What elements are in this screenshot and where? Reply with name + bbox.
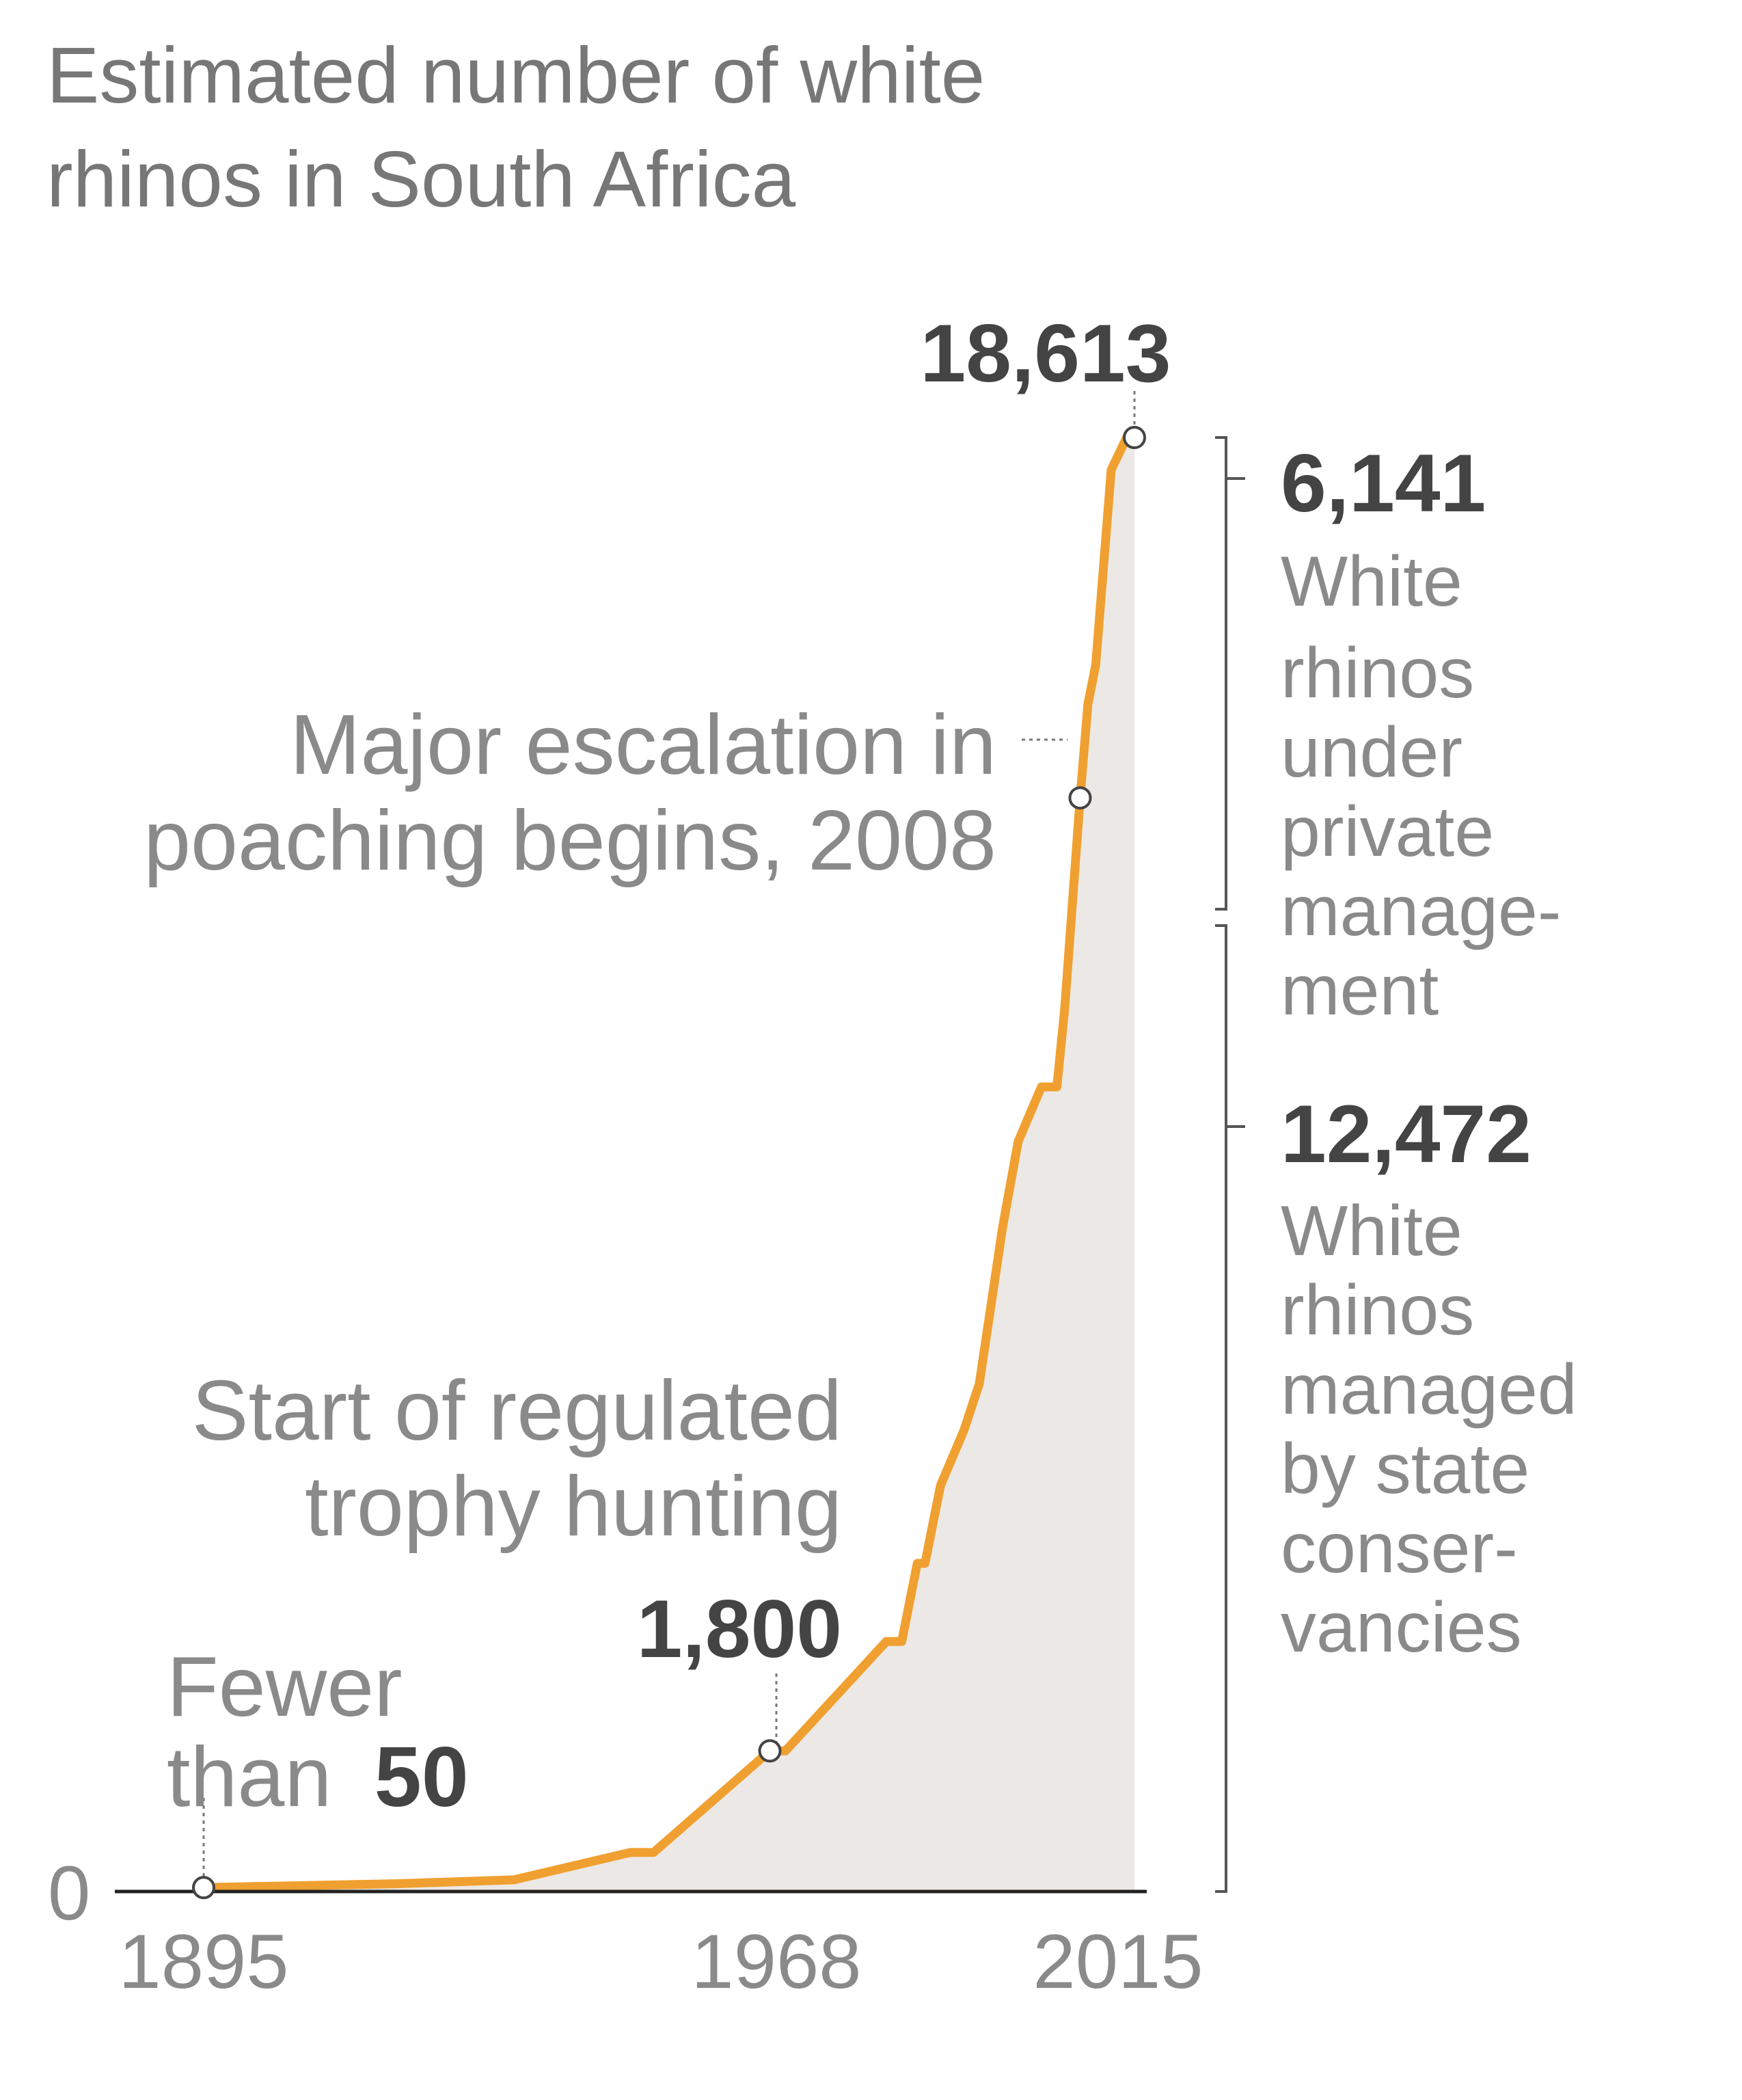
breakdown-private-line-1: White: [1281, 542, 1462, 621]
breakdown-private-line-6: ment: [1281, 951, 1439, 1030]
breakdown-state-line-5: conser-: [1281, 1509, 1518, 1588]
x-tick-label-1895: 1895: [118, 1919, 288, 2004]
annotation-poaching-line-1: Major escalation in: [290, 698, 996, 792]
breakdown-private-line-3: under: [1281, 713, 1462, 792]
chart-title-line-2: rhinos in South Africa: [46, 135, 796, 224]
breakdown-private-line-2: rhinos: [1281, 634, 1474, 713]
annotation-hunting-line-1: Start of regulated: [192, 1364, 842, 1458]
marker-poaching-point: [1068, 786, 1092, 810]
breakdown-private-line-5: manage-: [1281, 872, 1561, 951]
annotation-start-line-2: than 50: [167, 1730, 469, 1825]
chart-title-line-1: Estimated number of white: [46, 31, 985, 120]
breakdown-state-line-2: rhinos: [1281, 1271, 1474, 1350]
breakdown-state-line-1: White: [1281, 1192, 1462, 1271]
annotation-poaching-line-2: poaching begins, 2008: [144, 794, 996, 888]
x-tick-label-1968: 1968: [691, 1919, 861, 2004]
breakdown-private-value: 6,141: [1281, 438, 1486, 529]
breakdown-state-value: 12,472: [1281, 1088, 1532, 1180]
annotation-peak-value: 18,613: [920, 308, 1171, 399]
marker-peak-point: [1123, 426, 1146, 449]
y-tick-label-0: 0: [48, 1850, 90, 1936]
bracket-private: [1215, 436, 1245, 911]
x-tick-label-2015: 2015: [1033, 1919, 1203, 2004]
series-line: [199, 433, 1139, 1892]
breakdown-state-line-3: managed: [1281, 1350, 1577, 1429]
annotation-hunting-line-2: trophy hunting: [305, 1459, 842, 1554]
marker-hunting-point: [758, 1739, 782, 1763]
breakdown-state-line-4: by state: [1281, 1429, 1529, 1509]
bracket-state: [1215, 924, 1245, 1893]
annotation-start-value: 50: [375, 1730, 469, 1825]
area-fill: [204, 438, 1134, 1892]
breakdown-private-line-4: private: [1281, 792, 1494, 872]
annotation-start-prefix: than: [167, 1730, 331, 1825]
marker-start-point: [192, 1876, 215, 1900]
annotation-hunting-value: 1,800: [637, 1583, 842, 1675]
annotation-start-line-1: Fewer: [167, 1640, 403, 1734]
breakdown-state-line-6: vancies: [1281, 1588, 1522, 1667]
